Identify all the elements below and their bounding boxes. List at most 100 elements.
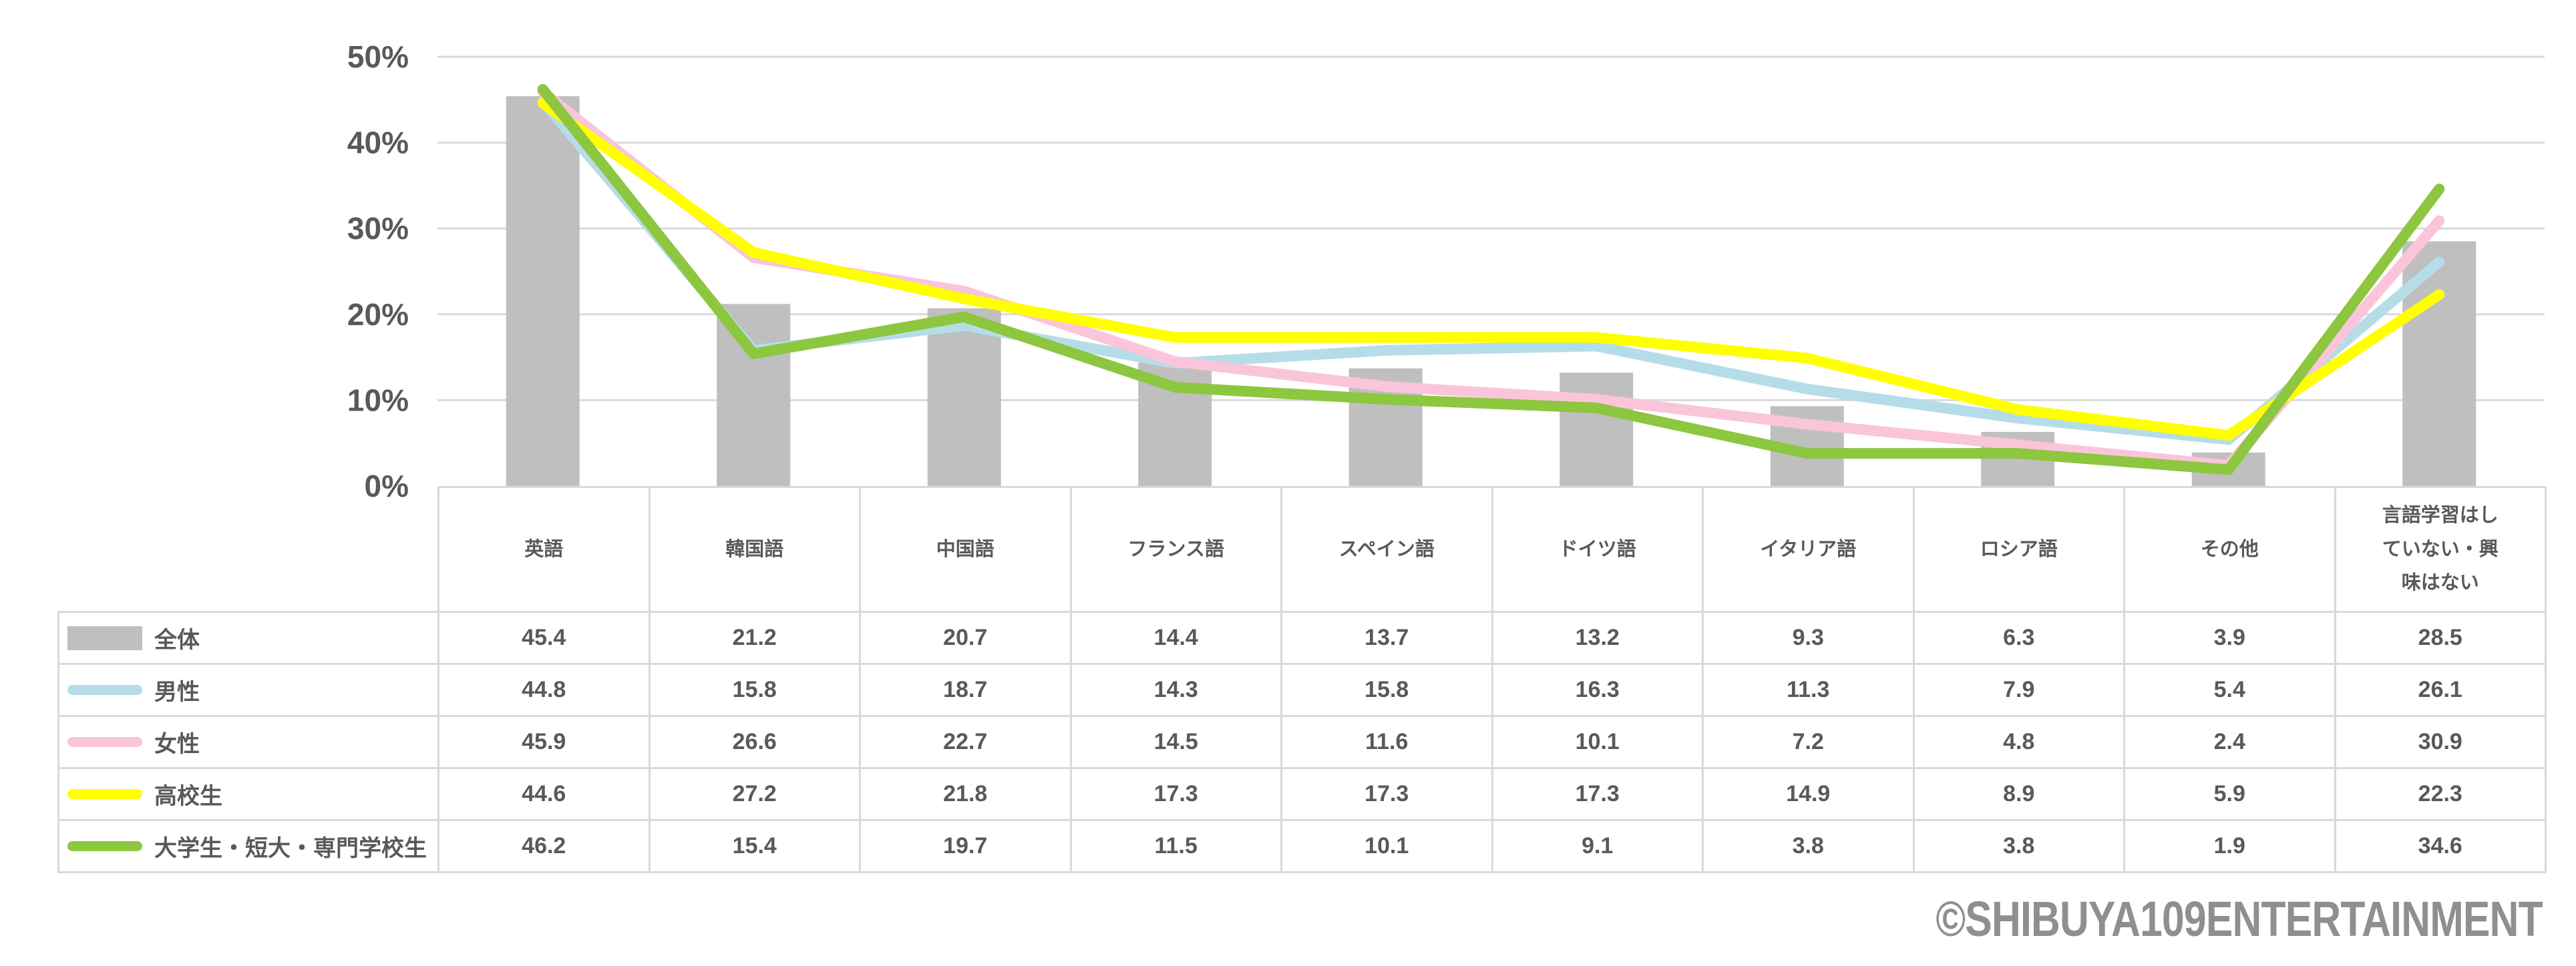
value-cell: 16.3: [1491, 663, 1704, 717]
bar-全体: [1559, 373, 1634, 486]
bar-全体: [1770, 406, 1844, 486]
value-cell: 7.2: [1702, 715, 1915, 769]
value-cell: 3.9: [2123, 611, 2336, 665]
bar-全体: [717, 304, 791, 486]
value-cell: 45.4: [437, 611, 651, 665]
table-row: 高校生 44.6 27.2 21.8 17.3 17.3 17.3 14.9 8.9 5.9 22.…: [57, 767, 2547, 821]
column-header-label: 韓国語: [725, 538, 784, 560]
value-cell: 10.1: [1491, 715, 1704, 769]
value-cell: 17.3: [1069, 767, 1282, 821]
legend-line-swatch-高校生: [67, 789, 142, 799]
bar-全体: [2402, 241, 2476, 486]
legend-label: 大学生・短大・専門学校生: [154, 836, 427, 861]
bar-全体: [1348, 368, 1423, 486]
line-高校生: [537, 97, 2445, 441]
legend-label: 男性: [154, 680, 200, 705]
bar-全体: [506, 96, 580, 486]
column-header-label: フランス語: [1127, 538, 1224, 560]
legend-line-swatch-大学生・短大・専門学校生: [67, 841, 142, 851]
legend-cell: 全体: [57, 611, 439, 665]
y-axis-tick-label: 20%: [347, 297, 409, 332]
column-header-label: ロシア語: [1980, 538, 2058, 560]
column-header: 言語学習はしていない・興味はない: [2334, 486, 2547, 613]
value-cell: 10.1: [1280, 819, 1493, 873]
column-header: 韓国語: [648, 486, 861, 613]
value-cell: 18.7: [859, 663, 1072, 717]
value-cell: 11.5: [1069, 819, 1282, 873]
table-row: 女性 45.9 26.6 22.7 14.5 11.6 10.1 7.2 4.8 2.4 30.9: [57, 715, 2547, 769]
y-axis-tick-label: 30%: [347, 211, 409, 246]
column-header-label: 英語: [524, 538, 564, 560]
column-header: ロシア語: [1912, 486, 2125, 613]
value-cell: 26.1: [2334, 663, 2547, 717]
value-cell: 4.8: [1912, 715, 2125, 769]
value-cell: 28.5: [2334, 611, 2547, 665]
value-cell: 3.8: [1912, 819, 2125, 873]
copyright-text: ©SHIBUYA109ENTERTAINMENT: [1936, 891, 2543, 947]
value-cell: 8.9: [1912, 767, 2125, 821]
column-header: イタリア語: [1702, 486, 1915, 613]
value-cell: 14.3: [1069, 663, 1282, 717]
legend-cell: 女性: [57, 715, 439, 769]
bar-全体: [2191, 452, 2265, 486]
value-cell: 5.4: [2123, 663, 2336, 717]
legend-label: 女性: [154, 732, 200, 757]
value-cell: 30.9: [2334, 715, 2547, 769]
legend-cell: 男性: [57, 663, 439, 717]
value-cell: 44.6: [437, 767, 651, 821]
value-cell: 15.4: [648, 819, 861, 873]
value-cell: 14.4: [1069, 611, 1282, 665]
column-header-label: 言語学習はしていない・興味はない: [2382, 504, 2499, 594]
column-header: 中国語: [859, 486, 1072, 613]
value-cell: 11.6: [1280, 715, 1493, 769]
y-axis-tick-label: 50%: [347, 39, 409, 74]
value-cell: 17.3: [1491, 767, 1704, 821]
value-cell: 14.5: [1069, 715, 1282, 769]
value-cell: 46.2: [437, 819, 651, 873]
column-header-label: ドイツ語: [1558, 538, 1636, 560]
value-cell: 22.7: [859, 715, 1072, 769]
table-row: 男性 44.8 15.8 18.7 14.3 15.8 16.3 11.3 7.9 5.4 26.1: [57, 663, 2547, 717]
value-cell: 34.6: [2334, 819, 2547, 873]
line-大学生・短大・専門学校生: [537, 83, 2445, 475]
value-cell: 20.7: [859, 611, 1072, 665]
legend-cell: 大学生・短大・専門学校生: [57, 819, 439, 873]
value-cell: 22.3: [2334, 767, 2547, 821]
legend-cell: 高校生: [57, 767, 439, 821]
column-header: ドイツ語: [1491, 486, 1704, 613]
value-cell: 7.9: [1912, 663, 2125, 717]
table-row: 大学生・短大・専門学校生 46.2 15.4 19.7 11.5 10.1 9.1 3.8 3.…: [57, 819, 2547, 873]
value-cell: 11.3: [1702, 663, 1915, 717]
bar-全体: [927, 308, 1001, 486]
value-cell: 45.9: [437, 715, 651, 769]
value-cell: 15.8: [1280, 663, 1493, 717]
y-axis-tick-label: 10%: [347, 383, 409, 417]
bar-全体: [1981, 431, 2055, 486]
value-cell: 26.6: [648, 715, 861, 769]
value-cell: 15.8: [648, 663, 861, 717]
value-cell: 21.8: [859, 767, 1072, 821]
y-axis-tick-label: 40%: [347, 126, 409, 160]
legend-label: 高校生: [154, 784, 222, 809]
value-cell: 13.7: [1280, 611, 1493, 665]
value-cell: 9.3: [1702, 611, 1915, 665]
legend-bar-swatch-全体: [67, 626, 142, 650]
value-cell: 3.8: [1702, 819, 1915, 873]
combo-bar-line-chart: 0%10%20%30%40%50%: [347, 39, 2545, 503]
data-table-grid: 英語 韓国語 中国語 フランス語 スペイン語 ドイツ語 イタリア語 ロシア語 その他 言語学習はし…: [57, 486, 2547, 873]
bar-全体: [1138, 362, 1212, 486]
value-cell: 21.2: [648, 611, 861, 665]
value-cell: 14.9: [1702, 767, 1915, 821]
line-女性: [537, 86, 2445, 471]
value-cell: 2.4: [2123, 715, 2336, 769]
line-男性: [537, 95, 2445, 445]
value-cell: 13.2: [1491, 611, 1704, 665]
column-header: スペイン語: [1280, 486, 1493, 613]
value-cell: 1.9: [2123, 819, 2336, 873]
legend-line-swatch-男性: [67, 685, 142, 695]
column-header-label: その他: [2200, 538, 2259, 560]
column-header: 英語: [437, 486, 651, 613]
value-cell: 19.7: [859, 819, 1072, 873]
column-header: フランス語: [1069, 486, 1282, 613]
value-cell: 17.3: [1280, 767, 1493, 821]
